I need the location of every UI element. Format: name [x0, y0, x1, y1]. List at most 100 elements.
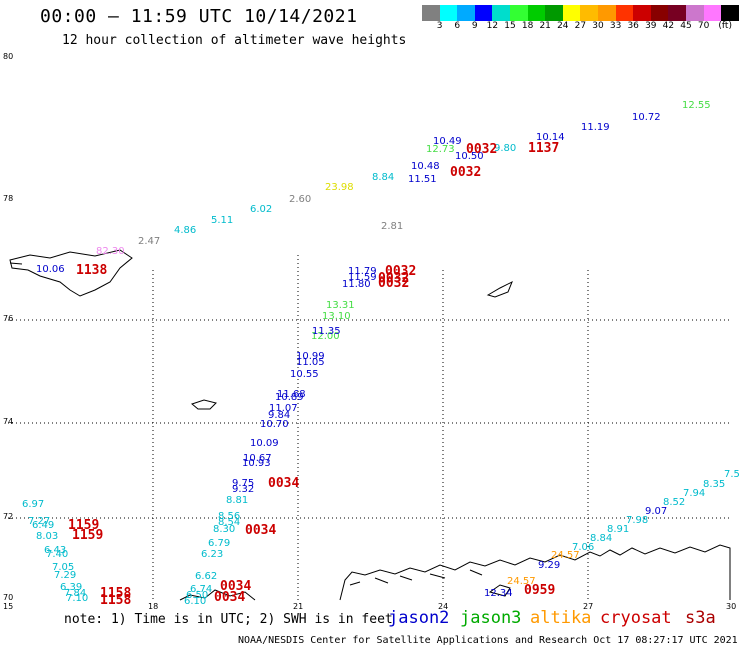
pass-time-label: 0032 [466, 142, 497, 157]
wave-height-label: 11.05 [296, 357, 325, 368]
legend-swatch [580, 5, 598, 21]
wave-height-label: 9.29 [538, 560, 560, 571]
wave-height-label: 10.48 [411, 161, 440, 172]
lat-label-70: 70 [3, 593, 14, 602]
wave-height-label: 6.02 [250, 204, 272, 215]
note-text: note: 1) Time is in UTC; 2) SWH is in fe… [64, 612, 393, 627]
legend-label: 30 [592, 21, 604, 31]
footer-credit: NOAA/NESDIS Center for Satellite Applica… [238, 635, 738, 646]
wave-height-label: 12.73 [426, 144, 455, 155]
wave-height-label: 7.29 [54, 570, 76, 581]
legend-label: 36 [627, 21, 639, 31]
legend-label: 15 [504, 21, 516, 31]
wave-height-label: 8.81 [226, 495, 248, 506]
wave-height-label: 11.07 [269, 403, 298, 414]
lat-label-76: 76 [3, 314, 14, 323]
legend-label: 33 [609, 21, 622, 31]
wave-height-label: 23.98 [325, 182, 354, 193]
legend-swatch [422, 5, 440, 21]
wave-height-label: 8.30 [213, 524, 235, 535]
wave-height-label: 10.50 [455, 151, 484, 162]
wave-height-label: 8.91 [607, 524, 629, 535]
wave-height-label: 7.5 [724, 469, 740, 480]
wave-height-label: 10.93 [242, 458, 271, 469]
legend-swatch [457, 5, 475, 21]
wave-height-label: 82.30 [96, 246, 125, 257]
wave-height-label: 13.31 [326, 300, 355, 311]
sat-s3a: s3a [685, 608, 716, 628]
wave-height-label: 6.43 [44, 545, 66, 556]
wave-height-label: 9.32 [232, 484, 254, 495]
color-legend [422, 5, 739, 21]
legend-swatch [685, 5, 704, 21]
pass-time-label: 0032 [378, 271, 409, 286]
wave-height-label: 6.23 [201, 549, 223, 560]
legend-label: 39 [645, 21, 657, 31]
legend-swatch [562, 5, 581, 21]
wave-height-label: 6.49 [32, 520, 54, 531]
pass-time-label: 0032 [378, 276, 409, 291]
wave-height-label: 8.03 [36, 531, 58, 542]
lat-label-80: 80 [3, 52, 14, 61]
wave-height-label: 7.98 [626, 515, 648, 526]
wave-height-label: 8.35 [703, 479, 725, 490]
legend-label: 27 [574, 21, 587, 31]
legend-label: 45 [680, 21, 692, 31]
wave-height-label: 4.86 [174, 225, 196, 236]
wave-height-label: 11.80 [342, 279, 371, 290]
lon-label-21: 21 [293, 602, 304, 611]
lon-label-15: 15 [3, 602, 14, 611]
wave-height-label: 2.81 [381, 221, 403, 232]
legend-label: 21 [539, 21, 551, 31]
wave-height-label: 11.59 [348, 272, 377, 283]
pass-time-label: 0034 [245, 523, 276, 538]
pass-time-label: 0034 [220, 579, 251, 594]
pass-time-label: 1159 [68, 518, 99, 533]
legend-swatch [650, 5, 669, 21]
legend-swatch [633, 5, 651, 21]
pass-time-label: 1159 [72, 528, 103, 543]
legend-label: 70 [697, 21, 710, 31]
legend-swatch [509, 5, 528, 21]
wave-height-label: 11.51 [408, 174, 437, 185]
wave-height-label: 10.09 [250, 438, 279, 449]
legend-label: 12 [486, 21, 499, 31]
lat-label-74: 74 [3, 417, 14, 426]
legend-label: 3 [436, 21, 443, 31]
wave-height-label: 11.35 [312, 326, 341, 337]
legend-label: 6 [454, 21, 461, 31]
lon-label-30: 30 [726, 602, 737, 611]
wave-height-label: 7.05 [52, 562, 74, 573]
sat-jason2: jason2 [388, 608, 450, 628]
wave-height-label: 10.67 [243, 453, 272, 464]
wave-height-label: 12.55 [682, 100, 711, 111]
lat-label-78: 78 [3, 194, 14, 203]
pass-time-label: 0034 [214, 590, 245, 605]
pass-time-label: 1137 [528, 141, 559, 156]
legend-swatch [668, 5, 686, 21]
wave-height-label: 8.84 [372, 172, 394, 183]
wave-height-label: 13.10 [322, 311, 351, 322]
wave-height-label: 11.19 [581, 122, 610, 133]
lat-lon-grid [8, 255, 732, 600]
pass-time-label: 1158 [100, 593, 131, 608]
page-subtitle: 12 hour collection of altimeter wave hei… [62, 33, 407, 48]
wave-height-label: 7.10 [66, 593, 88, 604]
pass-time-label: 1138 [76, 263, 107, 278]
wave-height-label: 8.84 [590, 533, 612, 544]
pass-time-label: 0959 [524, 583, 555, 598]
coastline [9, 249, 731, 601]
wave-height-label: 6.79 [208, 538, 230, 549]
wave-height-label: 7.27 [28, 516, 50, 527]
wave-height-label: 11.68 [277, 389, 306, 400]
legend-swatch [439, 5, 458, 21]
sat-cryosat: cryosat [600, 608, 672, 628]
page-title: 00:00 – 11:59 UTC 10/14/2021 [40, 6, 358, 27]
wave-height-label: 6.97 [22, 499, 44, 510]
wave-height-label: 7.84 [64, 588, 86, 599]
wave-height-label: 10.14 [536, 132, 565, 143]
wave-height-label: 10.89 [275, 392, 304, 403]
legend-swatch [545, 5, 563, 21]
wave-height-label: 2.47 [138, 236, 160, 247]
legend-label: 24 [557, 21, 569, 31]
